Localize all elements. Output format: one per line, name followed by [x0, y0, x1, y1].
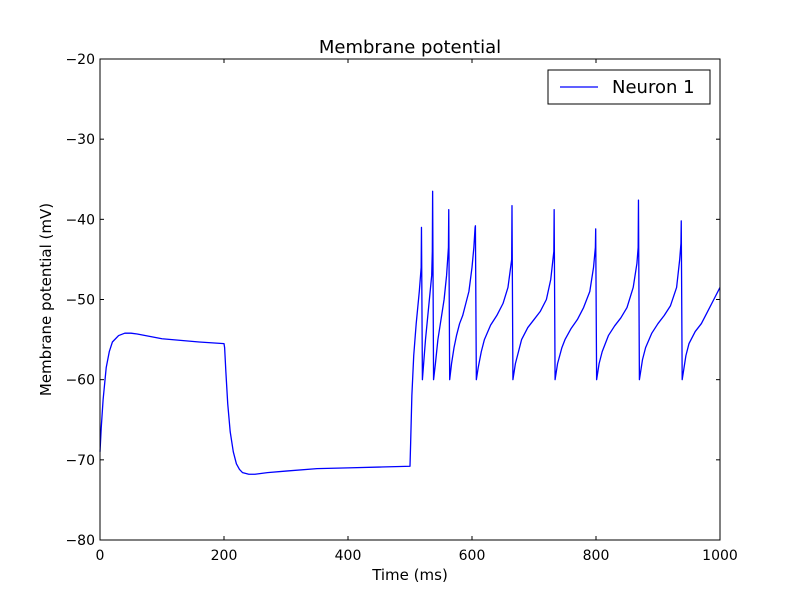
plot-background [100, 59, 720, 540]
x-tick-label: 200 [211, 548, 238, 564]
x-ticks: 0 200 400 600 800 1000 [96, 59, 738, 564]
y-tick-label: −40 [65, 212, 95, 228]
x-tick-label: 0 [96, 548, 105, 564]
y-tick-label: −70 [65, 453, 95, 469]
y-tick-label: −60 [65, 373, 95, 389]
y-tick-label: −50 [65, 293, 95, 309]
y-axis-label: Membrane potential (mV) [37, 203, 55, 396]
x-tick-label: 1000 [702, 548, 738, 564]
y-ticks: −80 −70 −60 −50 −40 −30 −20 [65, 52, 720, 549]
x-axis-label: Time (ms) [371, 566, 448, 584]
trace-layer [99, 190, 721, 475]
legend-label-neuron-1: Neuron 1 [612, 77, 695, 98]
y-tick-label: −30 [65, 132, 95, 148]
y-tick-label: −20 [65, 52, 95, 68]
x-tick-label: 400 [335, 548, 362, 564]
series-line-neuron-1 [99, 190, 721, 475]
legend: Neuron 1 [547, 69, 711, 105]
y-tick-label: −80 [65, 533, 95, 549]
x-tick-label: 600 [459, 548, 486, 564]
x-tick-label: 800 [583, 548, 610, 564]
plot-area: 0 200 400 600 800 1000 −80 −70 −60 −50 −40 −30 −20 [65, 52, 737, 564]
chart-title: Membrane potential [319, 37, 501, 58]
